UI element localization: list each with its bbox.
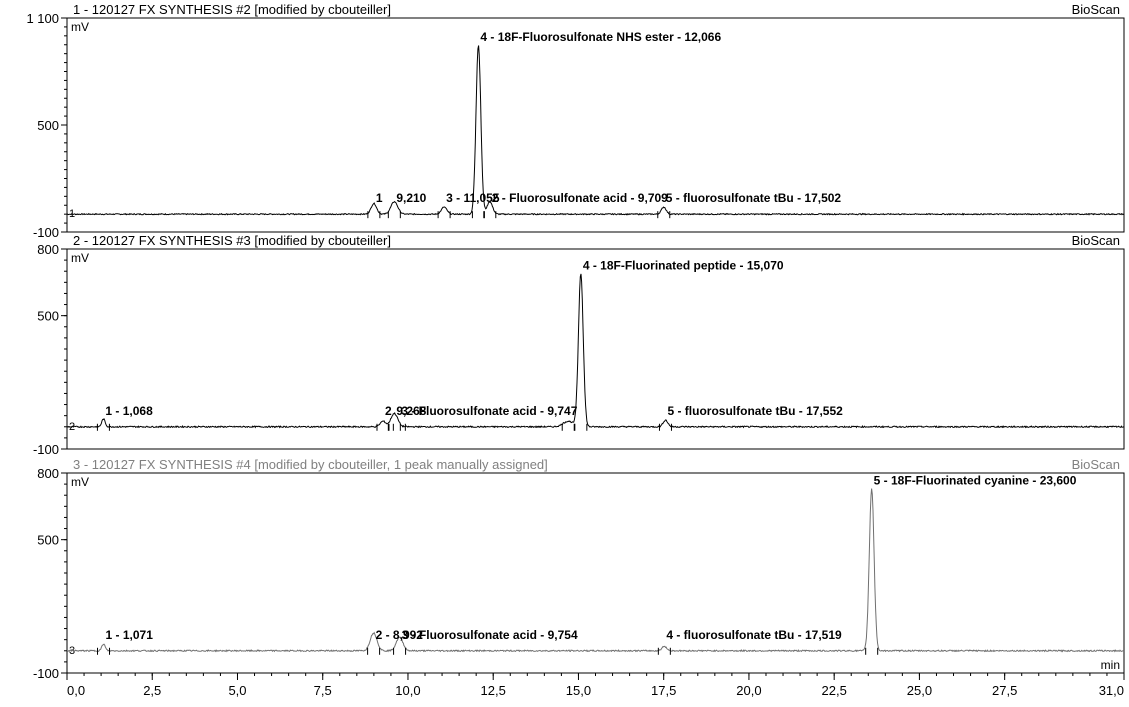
peak-label: 5 - fluorosulfonate tBu - 17,552: [667, 404, 843, 418]
peak-label: 3 - 11,055: [446, 191, 500, 205]
y-tick-label: -100: [33, 666, 59, 681]
peak-label: 3 - Fluorosulfonate acid - 9,747: [401, 404, 577, 418]
peak-label: 1 - 1,068: [105, 404, 153, 418]
trace-line-2: [66, 273, 1125, 429]
x-tick-label: 25,0: [907, 683, 932, 698]
x-tick-label: 22,5: [822, 683, 847, 698]
y-tick-label: 500: [37, 533, 59, 548]
peak-label: 9,210: [396, 191, 426, 205]
peak-label: 4 - fluorosulfonate tBu - 17,519: [666, 628, 842, 642]
peak-label: 3 - Fluorosulfonate acid - 9,754: [402, 628, 578, 642]
x-tick-label: 0,0: [67, 683, 85, 698]
peak-label: 1 - 1,071: [106, 628, 154, 642]
x-tick-label: 10,0: [395, 683, 420, 698]
x-tick-label: 5,0: [228, 683, 246, 698]
peak-label: 2: [385, 404, 392, 418]
panel-frame-3: [66, 472, 1125, 674]
x-tick-label: 20,0: [736, 683, 761, 698]
y-unit-2: mV: [71, 251, 89, 265]
y-unit-3: mV: [71, 475, 89, 489]
panel-title-1: 1 - 120127 FX SYNTHESIS #2 [modified by …: [73, 2, 391, 17]
y-tick-label: 500: [37, 118, 59, 133]
panel-title-2: 2 - 120127 FX SYNTHESIS #3 [modified by …: [73, 233, 391, 248]
peak-label: 9,268: [396, 404, 426, 418]
peak-label: 2 - 8,992: [376, 628, 424, 642]
x-tick-label: 12,5: [481, 683, 506, 698]
peak-label: 5 - 18F-Fluorinated cyanine - 23,600: [874, 474, 1077, 488]
trace-line-1: [66, 45, 1125, 216]
y-tick-label: -100: [33, 442, 59, 457]
x-tick-label: 17,5: [651, 683, 676, 698]
y-tick-label: 1 100: [26, 11, 59, 26]
x-unit: min: [1101, 658, 1120, 672]
x-tick-label: 15,0: [566, 683, 591, 698]
y-unit-1: mV: [71, 20, 89, 34]
x-tick-label: 2,5: [143, 683, 161, 698]
brand-label-1: BioScan: [1072, 2, 1120, 17]
peak-label: 2 - Fluorosulfonate acid - 9,709: [492, 191, 668, 205]
peak-label: 4 - 18F-Fluorinated peptide - 15,070: [583, 258, 784, 272]
brand-label-3: BioScan: [1072, 457, 1120, 472]
x-tick-label: 7,5: [314, 683, 332, 698]
brand-label-2: BioScan: [1072, 233, 1120, 248]
peak-label: 1: [376, 191, 383, 205]
panel-title-3: 3 - 120127 FX SYNTHESIS #4 [modified by …: [73, 457, 548, 472]
y-tick-label: 800: [37, 242, 59, 257]
x-tick-label: 27,5: [992, 683, 1017, 698]
peak-label: 4 - 18F-Fluorosulfonate NHS ester - 12,0…: [480, 30, 721, 44]
y-tick-label: 500: [37, 309, 59, 324]
y-tick-label: -100: [33, 225, 59, 240]
peak-label: 5 - fluorosulfonate tBu - 17,502: [666, 191, 842, 205]
trace-line-3: [66, 488, 1125, 653]
y-tick-label: 800: [37, 466, 59, 481]
x-tick-label: 31,0: [1099, 683, 1124, 698]
panel-frame-2: [66, 248, 1125, 450]
